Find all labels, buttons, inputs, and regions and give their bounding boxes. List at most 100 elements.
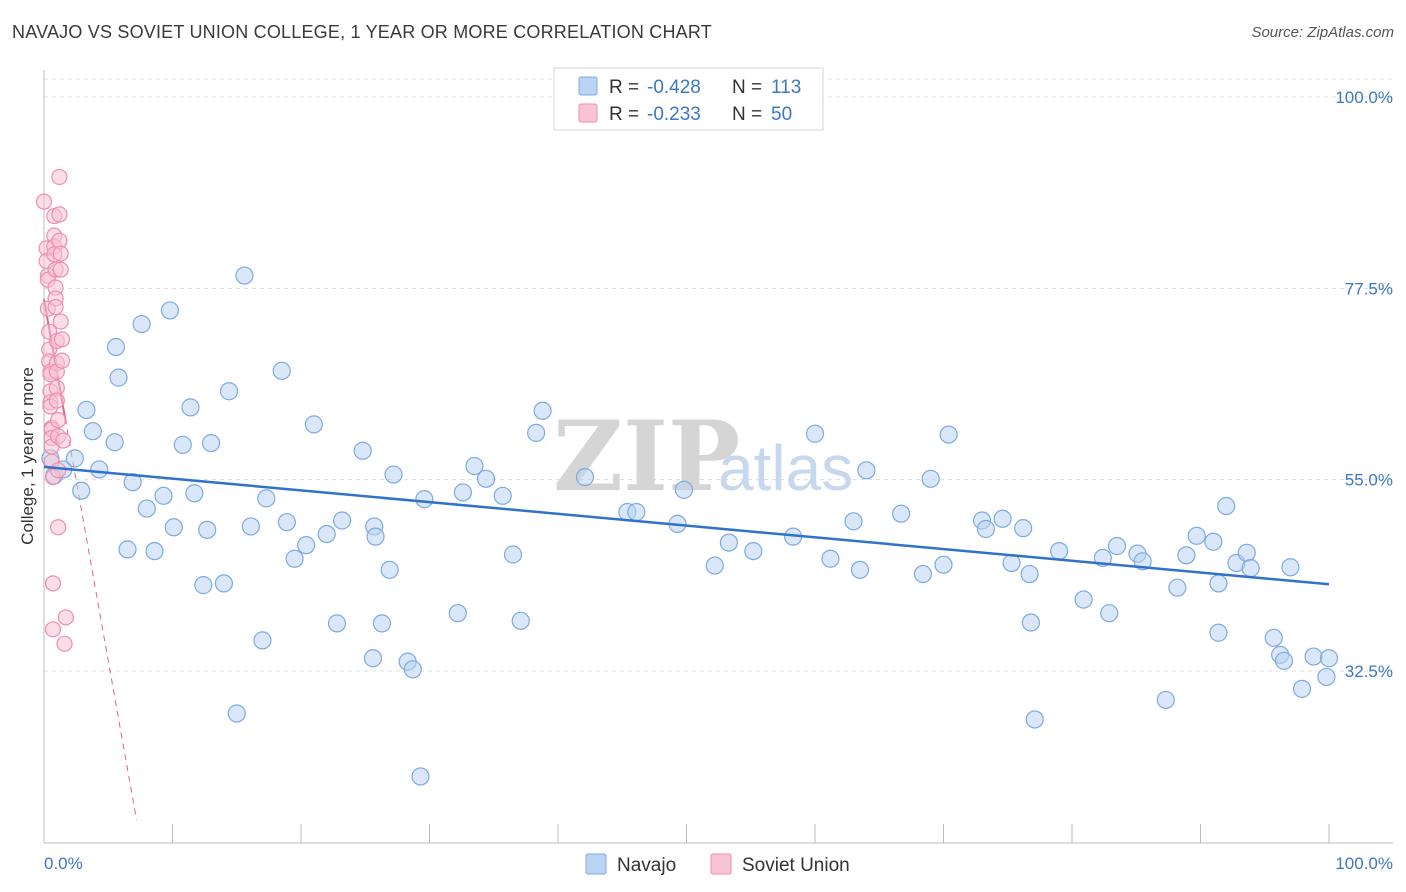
navajo-point (527, 423, 546, 442)
navajo-point (1168, 578, 1187, 597)
navajo-point (160, 301, 180, 320)
navajo-point (891, 504, 911, 523)
navajo-point (1025, 710, 1044, 729)
navajo-point (844, 512, 863, 531)
navajo-point (227, 704, 246, 723)
navajo-point (137, 499, 156, 518)
navajo-point (154, 486, 173, 505)
navajo-point (1074, 590, 1093, 609)
navajo-point (185, 484, 204, 503)
navajo-point (805, 424, 825, 443)
navajo-point (627, 502, 646, 522)
navajo-point (1156, 690, 1175, 710)
navajo-point (380, 560, 399, 579)
navajo-point (253, 631, 272, 650)
navajo-trend (43, 465, 1330, 586)
navajo-point (105, 433, 124, 452)
navajo-point (1241, 559, 1260, 578)
navajo-point (285, 549, 304, 568)
navajo-point (575, 468, 595, 487)
x-axis-ticks (43, 824, 1330, 843)
navajo-point (993, 509, 1012, 528)
navajo-point (1274, 651, 1294, 670)
navajo-point (1209, 574, 1228, 593)
navajo-point (384, 465, 403, 484)
y-tick-label: 32.5% (1345, 662, 1393, 681)
navajo-point (72, 481, 91, 500)
navajo-point (1021, 613, 1040, 632)
navajo-point (77, 400, 96, 420)
navajo-point (1177, 546, 1196, 565)
navajo-point (533, 401, 552, 420)
navajo-point (1217, 496, 1236, 516)
legend-frame (553, 67, 824, 131)
legend-box: R = -0.428 N = 113 R = -0.233 N = 50 (553, 67, 824, 131)
bottom-legend-swatch-soviet-union (710, 853, 732, 875)
navajo-point (145, 541, 164, 561)
navajo-point (448, 604, 467, 623)
source-credit: Source: ZipAtlas.com (1251, 24, 1394, 41)
legend-navajo-n-label: N = (732, 77, 762, 98)
navajo-point (705, 556, 724, 575)
navajo-point (333, 511, 352, 530)
soviet-union-point (51, 206, 68, 223)
navajo-point (674, 480, 694, 499)
legend-swatch-navajo (578, 76, 598, 96)
navajo-point (235, 266, 254, 285)
navajo-point (118, 540, 137, 559)
chart-title: NAVAJO VS SOVIET UNION COLLEGE, 1 YEAR O… (12, 22, 712, 42)
soviet-union-point (57, 609, 74, 626)
navajo-point (1187, 526, 1206, 545)
x-tick-label-min: 0.0% (44, 854, 83, 873)
navajo-point (219, 382, 239, 401)
watermark-zip: ZIP (553, 400, 740, 513)
navajo-point (821, 549, 840, 568)
navajo-point (934, 555, 953, 574)
legend-soviet-r-value: -0.233 (647, 104, 701, 125)
navajo-point (83, 422, 102, 441)
navajo-point (363, 649, 383, 668)
navajo-point (493, 486, 512, 505)
navajo-point (201, 434, 221, 453)
navajo-point (403, 660, 422, 679)
navajo-point (511, 611, 530, 630)
navajo-point (1050, 541, 1069, 561)
navajo-point (913, 564, 933, 584)
navajo-point (850, 560, 870, 579)
navajo-point (976, 519, 996, 539)
navajo-point (214, 574, 233, 593)
navajo-point (921, 469, 940, 488)
navajo-point (411, 767, 430, 786)
navajo-point (1107, 536, 1127, 556)
navajo-point (1014, 519, 1033, 538)
navajo-point (939, 425, 958, 444)
soviet-union-points (35, 168, 74, 652)
grid-lines (44, 78, 1393, 672)
watermark-atlas: atlas (718, 432, 853, 504)
navajo-point (1317, 667, 1336, 687)
navajo-point (1264, 628, 1283, 647)
navajo-point (1100, 604, 1119, 623)
legend-soviet-r-label: R = (609, 104, 639, 125)
soviet-union-point (44, 621, 62, 638)
bottom-legend-soviet-union: Soviet Union (742, 855, 850, 876)
navajo-point (1020, 564, 1039, 584)
navajo-point (1209, 623, 1228, 642)
navajo-point (503, 545, 523, 564)
navajo-point (366, 527, 385, 546)
soviet-union-point (52, 313, 69, 330)
navajo-point (257, 489, 276, 508)
navajo-point (1319, 649, 1339, 668)
navajo-point (132, 314, 151, 334)
y-axis-label: College, 1 year or more (18, 367, 37, 545)
navajo-point (1204, 532, 1223, 551)
navajo-point (109, 368, 128, 387)
navajo-point (1304, 647, 1323, 666)
soviet-union-point (44, 575, 62, 592)
navajo-point (272, 361, 291, 380)
soviet-union-point (50, 462, 67, 479)
navajo-point (327, 614, 347, 633)
navajo-point (1237, 543, 1256, 562)
navajo-point (857, 461, 876, 480)
navajo-point (317, 524, 336, 544)
